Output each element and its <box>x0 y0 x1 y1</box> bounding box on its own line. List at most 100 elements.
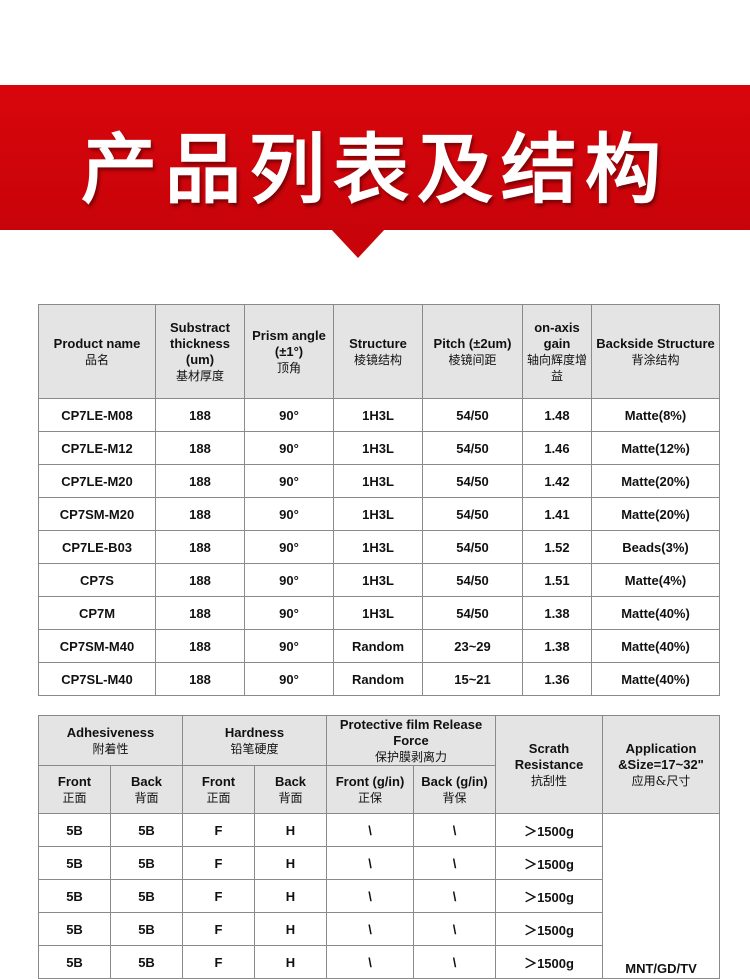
table-cell: 1.52 <box>522 530 592 564</box>
table-cell: 1H3L <box>333 398 423 432</box>
table-cell: CP7S <box>38 563 156 597</box>
table-cell: 188 <box>155 563 245 597</box>
table-cell: Matte(20%) <box>591 464 720 498</box>
table-cell: Random <box>333 662 423 696</box>
sub-header: Back 背面 <box>110 765 183 814</box>
header-cn: 背面 <box>278 790 303 805</box>
table-cell: H <box>254 813 327 847</box>
header-en: Pitch (±2um) <box>433 335 512 351</box>
table-cell: 90° <box>244 464 334 498</box>
table-cell: 54/50 <box>422 563 523 597</box>
table-cell: H <box>254 846 327 880</box>
table-cell: 90° <box>244 497 334 531</box>
table-cell: 1.46 <box>522 431 592 465</box>
table-cell: 5B <box>110 912 183 946</box>
table-cell: Matte(4%) <box>591 563 720 597</box>
table-cell: 1H3L <box>333 596 423 630</box>
header-cn: 棱镜间距 <box>448 352 497 367</box>
properties-table: Adhesiveness 附着性 Hardness 铅笔硬度 Protective … <box>38 715 721 979</box>
sub-header: Front 正面 <box>38 765 111 814</box>
table-cell: CP7LE-M20 <box>38 464 156 498</box>
table-cell: \ <box>326 813 414 847</box>
table-cell: 90° <box>244 398 334 432</box>
table-cell: 1.41 <box>522 497 592 531</box>
table-cell: 5B <box>38 912 111 946</box>
header-en: Back <box>274 773 307 789</box>
table-cell: 5B <box>110 879 183 913</box>
header-en: Front (g/in) <box>335 773 405 789</box>
header-en: Back (g/in) <box>421 773 488 789</box>
table-cell: \ <box>412 912 497 946</box>
banner-chevron <box>330 228 386 258</box>
header-en: Front <box>57 773 92 789</box>
column-header: Backside Structure 背涂结构 <box>591 304 720 399</box>
table-cell: 188 <box>155 497 245 531</box>
group-header-adhesiveness: Adhesiveness 附着性 <box>38 715 183 766</box>
header-cn: 基材厚度 <box>175 368 224 383</box>
table-cell: 1.38 <box>522 629 592 663</box>
table-row: CP7LE-M20 188 90° 1H3L 54/50 1.42 Matte(20%) <box>38 464 720 498</box>
table-cell: CP7LE-M08 <box>38 398 156 432</box>
title-banner <box>0 85 750 230</box>
table-cell: 1H3L <box>333 464 423 498</box>
sub-header: Front (g/in) 正保 <box>326 765 414 814</box>
table-cell: Matte(40%) <box>591 629 720 663</box>
header-en: Substract thickness (um) <box>170 319 230 367</box>
table-cell: CP7SM-M40 <box>38 629 156 663</box>
table-cell: ＞1500g <box>495 912 604 946</box>
table-cell: 5B <box>38 813 111 847</box>
table-cell: F <box>182 945 255 979</box>
header-application: Application &Size=17~32" 应用&尺寸 <box>602 715 721 814</box>
table-cell: 5B <box>110 813 183 847</box>
table-cell: 90° <box>244 563 334 597</box>
header-cn: 背面 <box>134 790 159 805</box>
table-cell: \ <box>326 945 414 979</box>
page-title: 产品列表及结构 <box>81 125 669 214</box>
table-cell: ＞1500g <box>495 945 604 979</box>
table-cell: 188 <box>155 431 245 465</box>
table-cell: 1H3L <box>333 563 423 597</box>
table-cell: 1H3L <box>333 497 423 531</box>
table-row: 5B 5B F H \ \ ＞1500g <box>38 879 720 913</box>
table-cell: CP7SM-M20 <box>38 497 156 531</box>
table-cell: 1H3L <box>333 530 423 564</box>
header-cn: 棱镜结构 <box>353 352 402 367</box>
header-en: Structure <box>349 335 407 351</box>
table-cell: \ <box>412 879 497 913</box>
product-table: Product name 品名 Substract thickness (um) 基材… <box>38 304 720 696</box>
table-cell: 54/50 <box>422 398 523 432</box>
table-cell: 54/50 <box>422 596 523 630</box>
table-cell: Matte(12%) <box>591 431 720 465</box>
table-cell: CP7SL-M40 <box>38 662 156 696</box>
table-cell: 5B <box>38 945 111 979</box>
table-cell: 5B <box>110 945 183 979</box>
table-cell: \ <box>412 846 497 880</box>
table-cell: 188 <box>155 629 245 663</box>
header-en: Backside Structure <box>596 335 715 351</box>
sub-header: Back 背面 <box>254 765 327 814</box>
table-cell: 54/50 <box>422 530 523 564</box>
header-cn: 背保 <box>442 790 467 805</box>
table-cell: 188 <box>155 398 245 432</box>
table-cell: H <box>254 945 327 979</box>
table-row: CP7LE-M12 188 90° 1H3L 54/50 1.46 Matte(12%) <box>38 431 720 465</box>
header-en: Prism angle (±1°) <box>252 327 326 359</box>
table-cell: ＞1500g <box>495 846 604 880</box>
table-cell: 188 <box>155 662 245 696</box>
sub-header: Front 正面 <box>182 765 255 814</box>
table-cell: 90° <box>244 431 334 465</box>
header-en: Product name <box>53 335 141 351</box>
table-cell: 90° <box>244 629 334 663</box>
table-cell: 5B <box>110 846 183 880</box>
table-cell: 1.38 <box>522 596 592 630</box>
group-header-release-force: Protective film Release Force 保护膜剥离力 <box>325 715 497 766</box>
table-cell: ＞1500g <box>495 813 604 847</box>
header-scratch-resistance: Scrath Resistance 抗刮性 <box>495 715 604 814</box>
table-cell: 1.51 <box>522 563 592 597</box>
table-cell: \ <box>412 945 497 979</box>
table-cell: CP7M <box>38 596 156 630</box>
header-cn: 正保 <box>357 790 382 805</box>
table-cell: 90° <box>244 596 334 630</box>
table-cell: Matte(40%) <box>591 662 720 696</box>
table-cell: Matte(8%) <box>591 398 720 432</box>
